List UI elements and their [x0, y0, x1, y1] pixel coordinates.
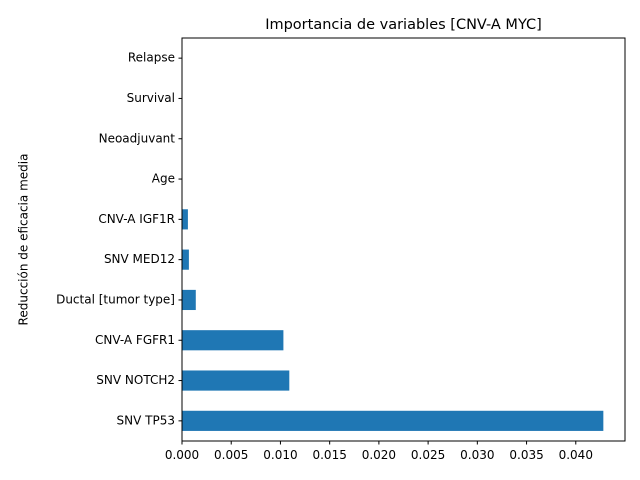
x-tick-label-2: 0.010	[263, 448, 297, 462]
bar-4	[182, 249, 189, 270]
x-tick-label-8: 0.040	[559, 448, 593, 462]
y-tick-label-1: SNV NOTCH2	[96, 373, 175, 387]
y-tick-label-7: Neoadjuvant	[99, 131, 176, 145]
x-tick-label-3: 0.015	[312, 448, 346, 462]
bar-5	[182, 209, 188, 230]
bar-2	[182, 330, 284, 351]
y-axis-ticks: SNV TP53 SNV NOTCH2 CNV-A FGFR1 Ductal [tum…	[56, 51, 182, 427]
y-tick-label-3: Ductal [tumor type]	[56, 292, 175, 306]
x-tick-label-4: 0.020	[362, 448, 396, 462]
bar-3	[182, 289, 196, 311]
x-axis-ticks: 0.000 0.005 0.010 0.015 0.020 0.025 0.030 0.035…	[165, 441, 593, 462]
y-tick-label-0: SNV TP53	[117, 413, 175, 427]
x-tick-label-6: 0.030	[460, 448, 494, 462]
bars-group	[182, 209, 604, 431]
x-tick-label-7: 0.035	[509, 448, 543, 462]
chart-title: Importancia de variables [CNV-A MYC]	[265, 17, 542, 33]
y-tick-label-8: Survival	[127, 91, 175, 105]
y-tick-label-6: Age	[152, 172, 175, 186]
x-tick-label-5: 0.025	[411, 448, 445, 462]
x-tick-label-1: 0.005	[214, 448, 248, 462]
y-tick-label-5: CNV-A IGF1R	[98, 212, 175, 226]
bar-1	[182, 370, 290, 391]
y-tick-label-9: Relapse	[128, 51, 175, 65]
y-tick-label-4: SNV MED12	[104, 252, 175, 266]
y-axis-label: Reducción de eficacia media	[17, 154, 31, 326]
plot-frame	[181, 37, 626, 442]
x-tick-label-0: 0.000	[165, 448, 199, 462]
bar-0	[182, 410, 604, 431]
y-tick-label-2: CNV-A FGFR1	[95, 333, 175, 347]
